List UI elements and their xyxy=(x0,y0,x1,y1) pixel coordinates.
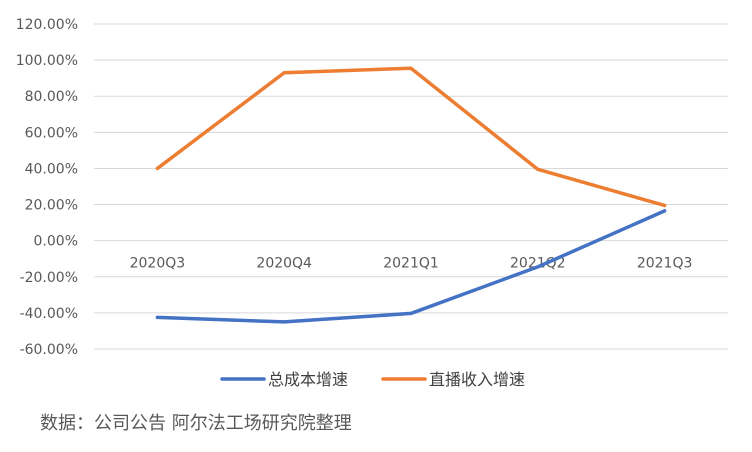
y-tick-label: 80.00% xyxy=(25,89,78,105)
y-tick-label: -40.00% xyxy=(20,306,78,322)
y-tick-label: -60.00% xyxy=(20,342,78,358)
x-tick-label: 2020Q4 xyxy=(256,256,312,272)
series-line-1 xyxy=(155,66,667,208)
y-tick-label: 40.00% xyxy=(25,161,78,177)
source-note: 数据：公司公告 阿尔法工场研究院整理 xyxy=(40,413,352,434)
x-tick-label: 2021Q3 xyxy=(637,256,693,272)
y-tick-label: 20.00% xyxy=(25,198,78,214)
legend-label: 直播收入增速 xyxy=(429,370,525,389)
y-tick-label: -20.00% xyxy=(20,270,78,286)
legend-label: 总成本增速 xyxy=(268,370,348,389)
x-tick-label: 2021Q1 xyxy=(383,256,439,272)
y-tick-label: 120.00% xyxy=(16,17,78,33)
x-tick-label: 2020Q3 xyxy=(130,256,186,272)
y-tick-label: 100.00% xyxy=(16,53,78,69)
y-tick-label: 60.00% xyxy=(25,125,78,141)
y-tick-label: 0.00% xyxy=(34,234,78,250)
